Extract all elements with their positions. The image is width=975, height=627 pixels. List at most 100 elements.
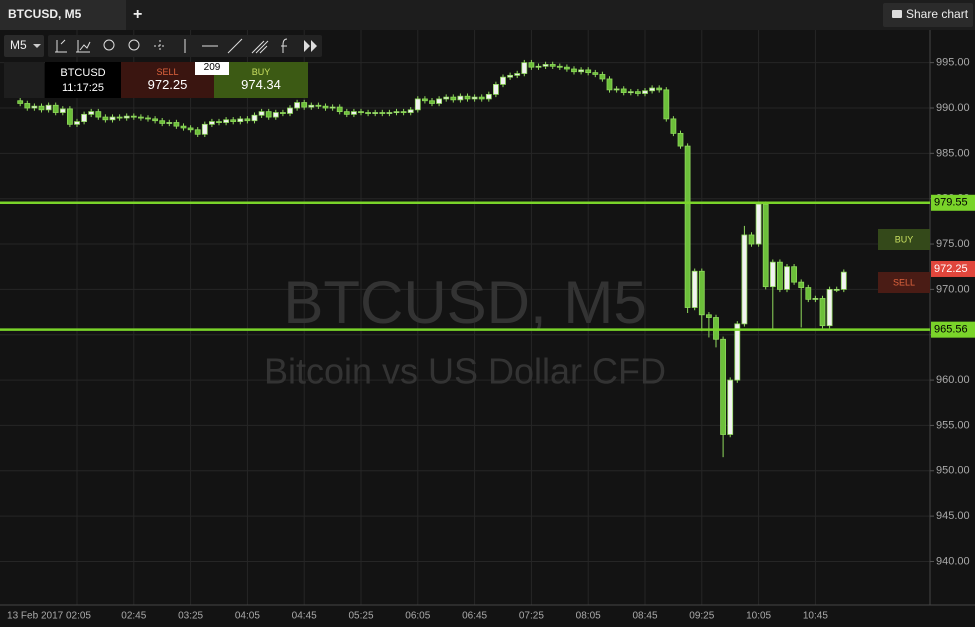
x-tick-label: 10:45 bbox=[803, 611, 828, 622]
candle-body bbox=[436, 98, 443, 104]
candle-body bbox=[74, 121, 80, 125]
sell-button[interactable] bbox=[878, 272, 930, 293]
candle-body bbox=[407, 109, 414, 113]
candle-body bbox=[549, 64, 556, 67]
top-bar bbox=[0, 0, 975, 30]
candle-body bbox=[720, 338, 726, 435]
candle-body bbox=[791, 266, 797, 283]
level-label: 965.56 bbox=[934, 324, 968, 336]
candle-body bbox=[159, 120, 166, 124]
candle-body bbox=[52, 104, 59, 113]
candle-body bbox=[620, 88, 627, 93]
candle-body bbox=[251, 114, 258, 122]
candle-body bbox=[372, 112, 379, 114]
candle-body bbox=[38, 105, 45, 111]
candle-body bbox=[450, 96, 457, 101]
candle-body bbox=[386, 112, 393, 114]
x-tick-label: 08:45 bbox=[632, 611, 657, 622]
x-tick-label: 07:25 bbox=[519, 611, 544, 622]
level-label: 979.55 bbox=[934, 197, 968, 209]
y-tick-label: 975.00 bbox=[936, 238, 970, 250]
candle-body bbox=[670, 118, 677, 134]
candle-body bbox=[301, 102, 308, 108]
candle-body bbox=[812, 298, 819, 300]
candle-body bbox=[777, 261, 783, 290]
candle-body bbox=[137, 116, 144, 119]
x-tick-label: 08:05 bbox=[576, 611, 601, 622]
candle-body bbox=[265, 111, 272, 118]
candle-body bbox=[755, 203, 762, 245]
buy-button-label: BUY bbox=[895, 234, 914, 244]
candle-body bbox=[706, 314, 712, 318]
x-tick-label: 06:45 bbox=[462, 611, 487, 622]
candle-body bbox=[95, 111, 102, 118]
ticket-icons bbox=[4, 62, 44, 98]
candle-body bbox=[429, 100, 435, 104]
candle-body bbox=[365, 112, 372, 114]
candle-body bbox=[17, 100, 24, 104]
watermark-symbol: BTCUSD, M5 bbox=[283, 269, 646, 336]
ticket-symbol: BTCUSD bbox=[60, 67, 106, 79]
candle-body bbox=[762, 203, 769, 288]
candle-body bbox=[308, 104, 315, 108]
sell-label: SELL bbox=[156, 67, 179, 77]
candle-body bbox=[109, 116, 116, 121]
candle-body bbox=[535, 65, 542, 68]
candle-body bbox=[358, 111, 364, 114]
tool-icon[interactable] bbox=[76, 40, 91, 53]
candle-body bbox=[556, 65, 563, 68]
candle-body bbox=[805, 287, 812, 300]
channel-icon[interactable] bbox=[251, 40, 269, 54]
candle-body bbox=[507, 74, 514, 78]
zoom-in-icon[interactable] bbox=[103, 39, 115, 51]
candle-body bbox=[542, 64, 549, 67]
candle-body bbox=[336, 106, 343, 113]
candle-body bbox=[315, 104, 322, 107]
candle-body bbox=[187, 127, 194, 131]
candle-body bbox=[287, 107, 293, 114]
candle-body bbox=[350, 111, 357, 115]
share-label: Share chart bbox=[906, 7, 969, 21]
trendline-icon[interactable] bbox=[227, 38, 243, 54]
buy-button[interactable] bbox=[878, 229, 930, 250]
last-price-tag bbox=[931, 260, 975, 277]
ticket-symbol-box: BTCUSD 11:17:25 bbox=[45, 62, 121, 98]
x-tick-label: 04:45 bbox=[292, 611, 317, 622]
dropdown-icon bbox=[33, 44, 41, 48]
share-button[interactable] bbox=[883, 3, 973, 27]
candle-body bbox=[798, 281, 805, 288]
candle-body bbox=[485, 93, 492, 100]
candle-body bbox=[223, 119, 230, 123]
candle-body bbox=[294, 102, 301, 109]
candle-body bbox=[152, 118, 159, 122]
watermark-description: Bitcoin vs US Dollar CFD bbox=[264, 351, 666, 392]
candle-body bbox=[784, 266, 790, 290]
candle-body bbox=[741, 234, 748, 325]
interval-button[interactable] bbox=[4, 35, 44, 57]
candle-body bbox=[24, 103, 31, 109]
candle-body bbox=[684, 145, 691, 308]
tool-icon[interactable] bbox=[55, 39, 67, 53]
x-tick-label: 03:25 bbox=[178, 611, 203, 622]
add-tab[interactable]: + bbox=[133, 6, 142, 23]
candle-body bbox=[635, 91, 641, 94]
candle-body bbox=[201, 123, 208, 135]
fib-icon[interactable] bbox=[281, 38, 288, 53]
candle-body bbox=[826, 288, 833, 327]
y-tick-label: 940.00 bbox=[936, 555, 970, 567]
x-tick-label: 05:25 bbox=[348, 611, 373, 622]
more-icon[interactable] bbox=[304, 40, 317, 52]
candle-body bbox=[322, 105, 329, 109]
candle-body bbox=[578, 69, 584, 73]
crosshair-icon[interactable] bbox=[154, 40, 166, 52]
tab[interactable] bbox=[0, 0, 126, 30]
y-tick-label: 955.00 bbox=[936, 419, 970, 431]
buy-box[interactable]: BUY 974.34 bbox=[214, 62, 308, 98]
candle-body bbox=[194, 129, 201, 135]
zoom-out-icon[interactable] bbox=[128, 39, 140, 51]
spread: 209 bbox=[195, 62, 229, 75]
candle-body bbox=[564, 66, 570, 70]
candle-body bbox=[180, 125, 187, 129]
